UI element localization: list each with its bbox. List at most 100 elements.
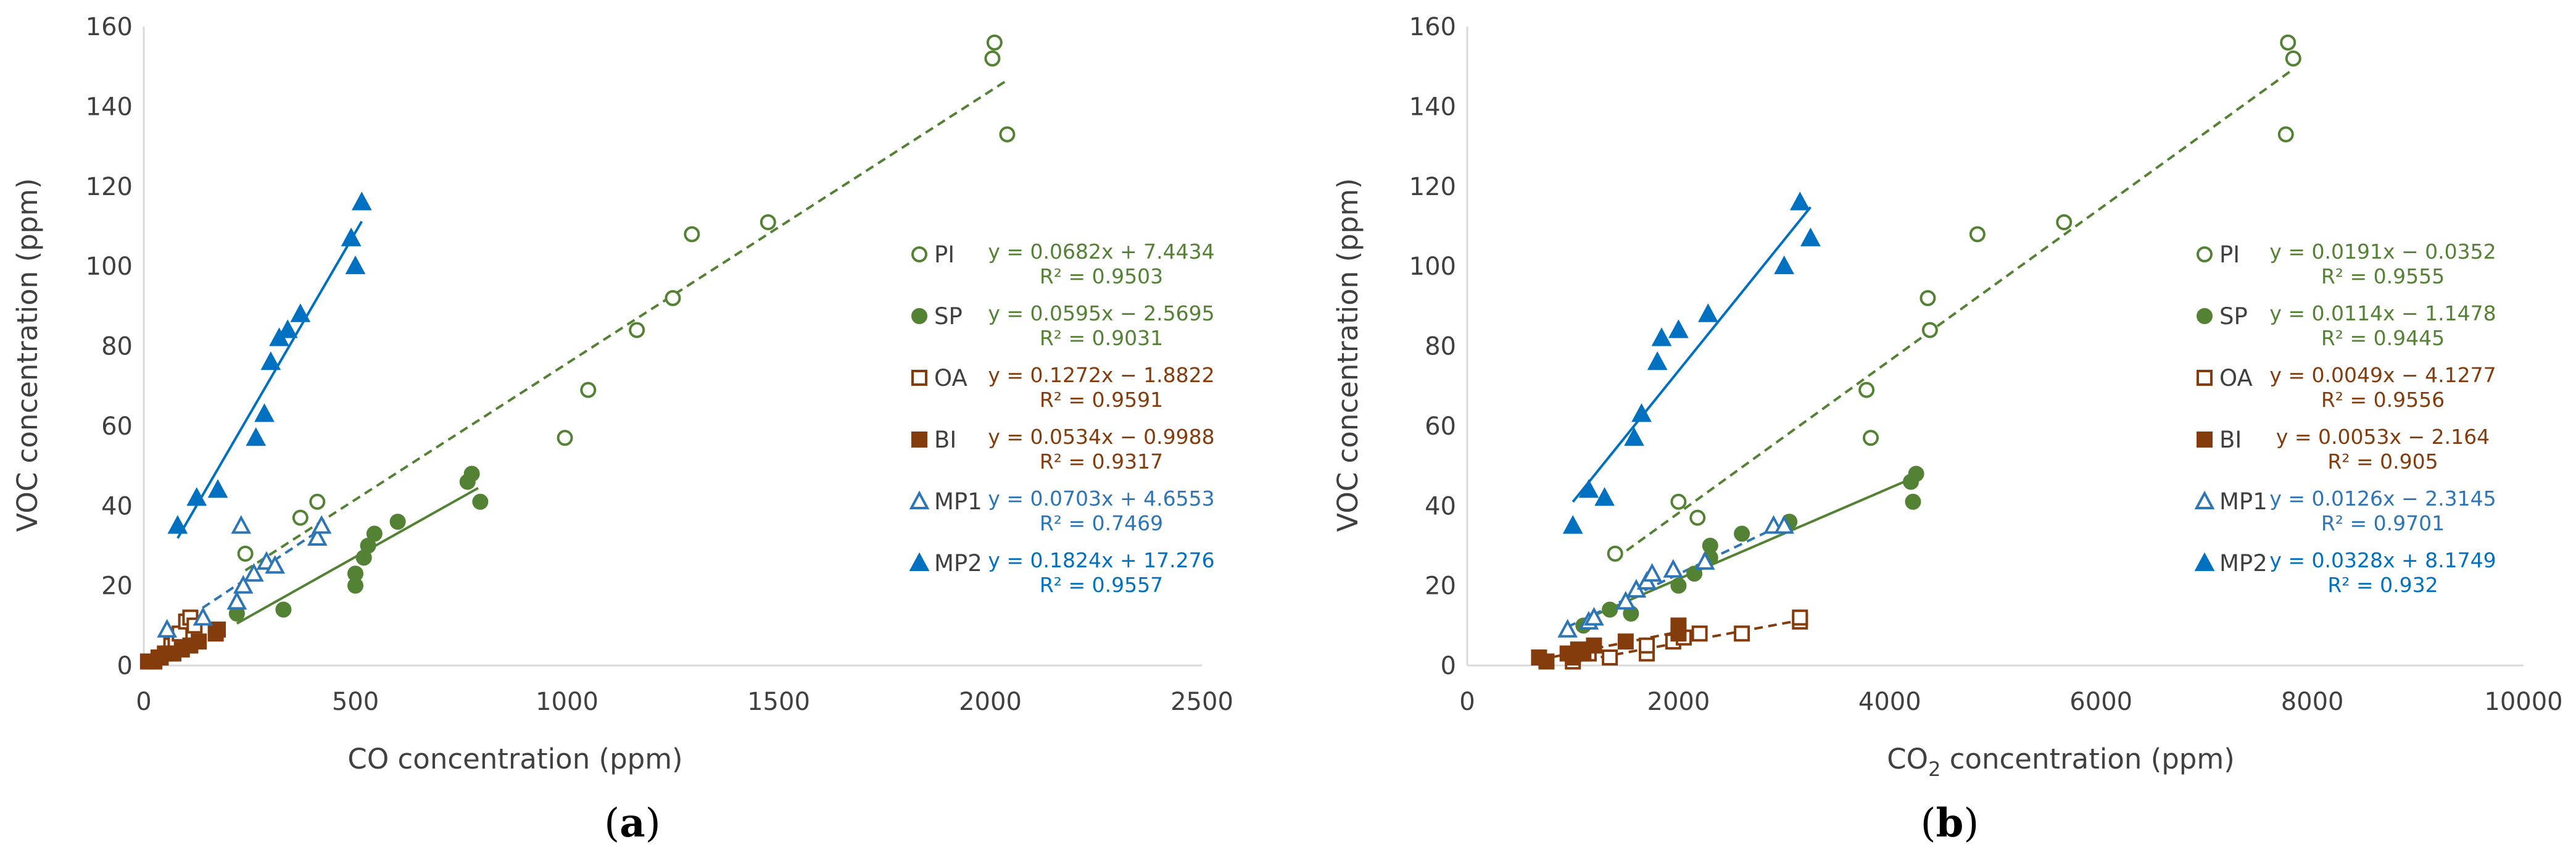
chart-panel-b: 0 20 40 60 80 100 120 140 160 0 2000 4000 6000 8000 10…: [1409, 13, 2563, 716]
x-tick-label-a: 1500: [747, 688, 810, 716]
x-tick-label-a: 2500: [1170, 688, 1233, 716]
y-axis-title-a: VOC concentration (ppm): [11, 178, 44, 532]
panel-label-a: (a): [604, 800, 660, 846]
x-tick-label-b: 2000: [1647, 688, 1710, 716]
data-point-pi-a: [984, 50, 1001, 67]
y-tick-label-a: 100: [86, 252, 133, 281]
trendline-pi-b: [1614, 68, 2294, 560]
y-tick-label-b: 120: [1409, 173, 1456, 201]
x-axis-title-b-rest: concentration (ppm): [1940, 743, 2234, 775]
trendline-mp2-a: [176, 220, 363, 539]
legend-label-mp2-a: MP2: [934, 550, 982, 577]
trend-equation-mp2-b: y = 0.0328x + 8.1749: [2269, 548, 2496, 572]
x-axis-title-b: CO2 concentration (ppm): [1887, 743, 2235, 781]
y-tick-label-a: 160: [86, 13, 133, 41]
data-point-mp2-a: [351, 191, 372, 211]
data-point-mp2-a: [277, 319, 298, 338]
trend-equation-mp1-b: y = 0.0126x − 2.3145: [2269, 486, 2496, 511]
trend-r2-pi-a: R² = 0.9503: [1040, 264, 1163, 288]
data-point-mp1-a: [265, 555, 286, 574]
data-point-pi-a: [665, 290, 681, 306]
y-tick-label-a: 80: [101, 333, 133, 361]
x-tick-label-b: 8000: [2281, 688, 2344, 716]
trendline-pi-a: [244, 79, 1008, 572]
data-point-sp-b: [1702, 537, 1718, 554]
data-point-mp2-a: [207, 479, 228, 498]
legend-marker-mp1-b: [2194, 490, 2215, 509]
y-tick-label-b: 0: [1441, 652, 1456, 680]
data-point-oa-b: [1639, 637, 1655, 654]
data-point-bi-b: [1538, 653, 1555, 670]
data-point-mp1-a: [244, 563, 264, 582]
data-point-sp-b: [1602, 601, 1618, 618]
legend-label-sp-b: SP: [2219, 303, 2248, 330]
legend-label-bi-b: BI: [2219, 427, 2242, 453]
trendline-sp-b: [1583, 475, 1918, 622]
data-point-pi-a: [237, 545, 254, 562]
data-point-mp1-b: [1663, 559, 1684, 578]
data-point-sp-a: [275, 601, 292, 618]
x-axis-title-b-subscript: 2: [1928, 757, 1940, 781]
trend-r2-bi-a: R² = 0.9317: [1040, 449, 1163, 473]
data-point-mp2-b: [1562, 515, 1583, 534]
data-point-pi-b: [1689, 509, 1706, 526]
trend-equation-bi-b: y = 0.0053x − 2.164: [2276, 425, 2490, 449]
data-point-mp1-b: [1615, 591, 1636, 610]
data-point-sp-a: [347, 565, 363, 582]
trend-r2-bi-b: R² = 0.905: [2327, 449, 2438, 473]
trend-r2-mp1-b: R² = 0.9701: [2321, 511, 2445, 535]
legend-marker-bi-b: [2197, 432, 2213, 448]
data-point-pi-b: [1670, 493, 1687, 510]
legend-label-bi-a: BI: [934, 427, 956, 453]
data-point-mp2-b: [1800, 227, 1821, 246]
y-tick-label-a: 120: [86, 173, 133, 201]
data-point-mp1-a: [233, 575, 254, 594]
data-point-oa-b: [1602, 649, 1618, 666]
data-point-mp2-b: [1789, 191, 1810, 211]
y-tick-label-a: 60: [101, 412, 133, 441]
trend-r2-sp-a: R² = 0.9031: [1040, 326, 1163, 350]
panel-label-b: (b): [1921, 800, 1979, 846]
legend-label-mp1-b: MP1: [2219, 488, 2267, 515]
x-tick-label-b: 10000: [2484, 688, 2562, 716]
data-point-mp2-a: [345, 255, 366, 275]
data-point-sp-b: [1670, 577, 1687, 594]
data-point-pi-a: [557, 430, 573, 446]
trend-equation-sp-a: y = 0.0595x − 2.5695: [988, 301, 1214, 325]
trendline-bi-b: [1539, 629, 1684, 661]
data-point-oa-b: [1734, 625, 1750, 642]
x-tick-label-b: 6000: [2069, 688, 2132, 716]
data-point-bi-a: [191, 633, 207, 650]
trend-equation-bi-a: y = 0.0534x − 0.9988: [988, 425, 1214, 449]
y-tick-label-b: 100: [1409, 252, 1456, 281]
trend-r2-mp2-a: R² = 0.9557: [1040, 573, 1163, 597]
trend-equation-pi-a: y = 0.0682x + 7.4434: [988, 240, 1214, 264]
data-point-mp1-a: [193, 607, 213, 626]
data-point-pi-a: [309, 493, 326, 510]
legend-marker-oa-a: [911, 370, 927, 386]
legend-marker-mp2-a: [909, 552, 930, 571]
data-point-oa-b: [1792, 609, 1808, 626]
x-tick-label-a: 500: [332, 688, 379, 716]
trend-r2-pi-b: R² = 0.9555: [2321, 264, 2445, 288]
data-point-bi-b: [1617, 633, 1634, 650]
legend-marker-bi-a: [911, 432, 927, 448]
legend-label-sp-a: SP: [934, 303, 963, 330]
chart-panel-a: 0 20 40 60 80 100 120 140 160 0 500 1000 1500 2000 250…: [86, 13, 1233, 716]
data-point-mp2-b: [1697, 303, 1718, 322]
data-point-mp1-a: [307, 527, 328, 546]
data-point-pi-b: [1920, 290, 1936, 306]
y-tick-label-b: 60: [1425, 412, 1456, 441]
data-point-mp2-b: [1624, 427, 1644, 446]
legend-label-oa-b: OA: [2219, 365, 2253, 391]
legend-label-mp2-b: MP2: [2219, 550, 2267, 577]
trend-r2-oa-b: R² = 0.9556: [2321, 388, 2445, 412]
legend-label-pi-b: PI: [2219, 241, 2240, 268]
x-tick-label-b: 4000: [1858, 688, 1921, 716]
data-point-pi-b: [1858, 382, 1875, 398]
data-point-sp-a: [360, 537, 376, 554]
data-point-mp2-a: [260, 351, 281, 370]
x-tick-label-b: 0: [1459, 688, 1475, 716]
data-point-mp2-a: [246, 427, 267, 446]
data-point-pi-b: [1862, 430, 1879, 446]
